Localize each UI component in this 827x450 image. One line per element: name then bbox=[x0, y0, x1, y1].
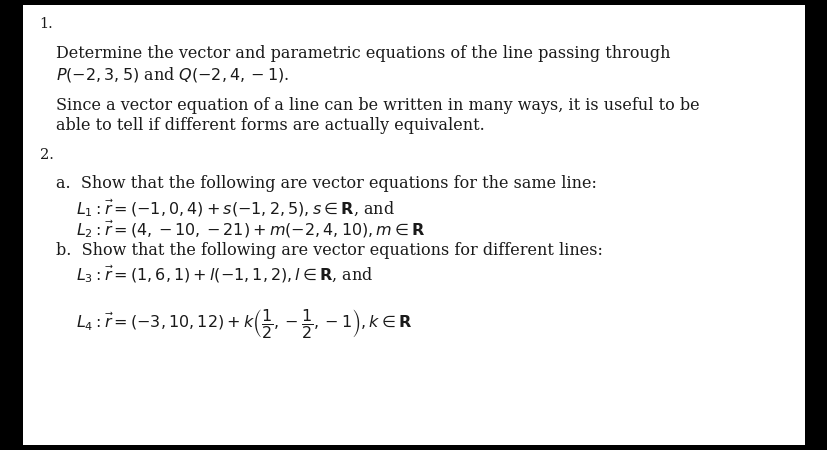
Text: 2.: 2. bbox=[40, 148, 54, 162]
Text: $P(-2, 3, 5)$ and $Q(-2, 4, -1)$.: $P(-2, 3, 5)$ and $Q(-2, 4, -1)$. bbox=[56, 65, 289, 84]
Text: b.  Show that the following are vector equations for different lines:: b. Show that the following are vector eq… bbox=[56, 242, 602, 259]
Text: $L_1:\vec{r} = (-1, 0, 4) + s(-1, 2, 5), s\in\mathbf{R}$, and: $L_1:\vec{r} = (-1, 0, 4) + s(-1, 2, 5),… bbox=[76, 197, 394, 219]
Text: $L_3:\vec{r} = (1, 6, 1) + l(-1, 1, 2), l\in\mathbf{R}$, and: $L_3:\vec{r} = (1, 6, 1) + l(-1, 1, 2), … bbox=[76, 264, 373, 285]
Text: able to tell if different forms are actually equivalent.: able to tell if different forms are actu… bbox=[56, 117, 485, 134]
Text: 1.: 1. bbox=[40, 17, 54, 31]
Text: $L_4:\vec{r} = (-3, 10, 12) + k\left(\dfrac{1}{2}, -\dfrac{1}{2}, -1\right), k\i: $L_4:\vec{r} = (-3, 10, 12) + k\left(\df… bbox=[76, 307, 412, 340]
Text: Since a vector equation of a line can be written in many ways, it is useful to b: Since a vector equation of a line can be… bbox=[56, 97, 699, 114]
Text: $L_2:\vec{r} = (4, -10, -21) + m(-2, 4, 10), m\in\mathbf{R}$: $L_2:\vec{r} = (4, -10, -21) + m(-2, 4, … bbox=[76, 219, 425, 240]
FancyBboxPatch shape bbox=[23, 5, 804, 445]
Text: Determine the vector and parametric equations of the line passing through: Determine the vector and parametric equa… bbox=[56, 45, 670, 62]
Text: a.  Show that the following are vector equations for the same line:: a. Show that the following are vector eq… bbox=[56, 176, 596, 193]
